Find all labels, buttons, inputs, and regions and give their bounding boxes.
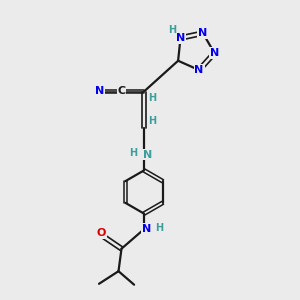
Text: N: N: [95, 86, 104, 97]
Text: N: N: [194, 65, 204, 75]
Text: N: N: [210, 48, 219, 58]
Text: H: H: [129, 148, 138, 158]
Text: N: N: [176, 33, 185, 43]
Text: H: H: [148, 93, 157, 103]
Text: O: O: [96, 228, 106, 238]
Text: H: H: [168, 26, 176, 35]
Text: H: H: [155, 223, 164, 233]
Text: N: N: [142, 224, 152, 234]
Text: N: N: [143, 149, 152, 160]
Text: N: N: [198, 28, 208, 38]
Text: H: H: [148, 116, 157, 127]
Text: C: C: [117, 86, 126, 97]
